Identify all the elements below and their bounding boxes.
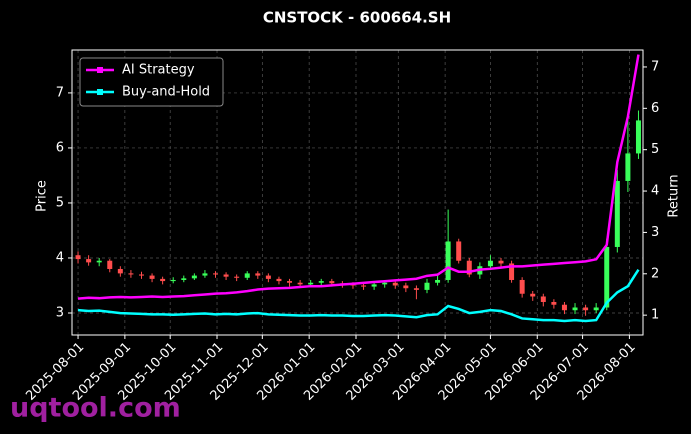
candle-body — [202, 273, 208, 276]
candle-body — [308, 282, 314, 285]
return-line — [77, 54, 640, 300]
candle-body — [276, 278, 282, 282]
y-tick-label: 4 — [56, 250, 64, 265]
candle-body — [382, 282, 388, 285]
candle-body — [509, 263, 515, 280]
candle-body — [604, 246, 610, 308]
candle-body — [435, 279, 441, 283]
legend-label: Buy-and-Hold — [122, 85, 210, 100]
candle-body — [160, 278, 166, 282]
candle-body — [361, 285, 367, 287]
candle-body — [75, 255, 81, 260]
y-tick-label: 7 — [56, 85, 64, 100]
candle-body — [614, 180, 620, 247]
candle-body — [191, 275, 197, 279]
candle-body — [128, 273, 134, 275]
watermark: uqtool.com — [10, 393, 181, 424]
y2-tick-label: 2 — [651, 266, 659, 281]
candle-body — [561, 304, 567, 311]
y-tick-label: 3 — [56, 305, 64, 320]
legend-box — [79, 57, 224, 107]
candle-body — [519, 279, 525, 294]
candle-body — [234, 276, 240, 278]
candle-body — [487, 260, 493, 267]
candle-body — [625, 153, 631, 181]
y2-tick-label: 1 — [651, 308, 659, 323]
candle-body — [329, 281, 335, 284]
plot-frame — [71, 49, 644, 336]
candle-body — [413, 288, 419, 290]
y2-tick-label: 4 — [651, 184, 659, 199]
y2-tick-label: 7 — [651, 59, 659, 74]
y2-tick-label: 5 — [651, 142, 659, 157]
candle-body — [593, 307, 599, 311]
candle-body — [223, 274, 229, 277]
candle-body — [170, 279, 176, 282]
candle-body — [456, 241, 462, 261]
candle-body — [583, 307, 589, 311]
candle-body — [392, 282, 398, 286]
candle-body — [498, 260, 504, 264]
candle-body — [96, 260, 102, 263]
y-tick-label: 6 — [56, 140, 64, 155]
candle-body — [424, 282, 430, 290]
legend-label: AI Strategy — [122, 63, 195, 78]
candle-body — [445, 241, 451, 280]
candle-body — [466, 260, 472, 275]
candle-body — [403, 285, 409, 289]
candle-body — [213, 273, 219, 275]
chart-title: CNSTOCK - 600664.SH — [263, 9, 451, 27]
return-line — [77, 268, 640, 323]
candle-body — [86, 259, 92, 263]
y-tick-label: 5 — [56, 195, 64, 210]
candle-body — [117, 268, 123, 274]
candle-body — [318, 281, 324, 283]
candle-body — [551, 301, 557, 305]
candle-body — [265, 275, 271, 279]
candle-body — [255, 273, 261, 276]
y2-tick-label: 3 — [651, 225, 659, 240]
legend-marker — [97, 67, 103, 73]
candle-body — [244, 273, 250, 278]
y2-axis-label: Return — [667, 174, 682, 217]
candle-body — [138, 274, 144, 276]
candle-body — [371, 284, 377, 287]
candle-body — [540, 296, 546, 302]
y2-tick-label: 6 — [651, 101, 659, 116]
candle-body — [107, 260, 113, 269]
candle-body — [572, 307, 578, 311]
candle-body — [181, 278, 187, 280]
candle-body — [635, 120, 641, 154]
candle-body — [297, 282, 303, 285]
candle-body — [149, 275, 155, 279]
legend-marker — [97, 89, 103, 95]
y-axis-label: Price — [35, 180, 50, 212]
candle-body — [287, 281, 293, 283]
candle-body — [530, 293, 536, 297]
